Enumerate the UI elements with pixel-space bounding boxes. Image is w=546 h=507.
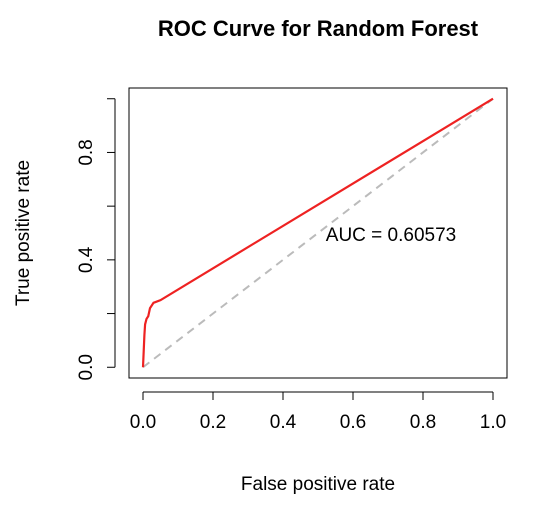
y-tick-label: 0.0 bbox=[76, 354, 97, 380]
x-tick-label: 1.0 bbox=[480, 412, 506, 433]
roc-line bbox=[141, 97, 494, 368]
x-tick-label: 0.0 bbox=[130, 412, 156, 433]
reference-line bbox=[142, 97, 494, 369]
y-tick-label: 0.8 bbox=[76, 139, 97, 165]
x-tick-label: 0.8 bbox=[410, 412, 436, 433]
y-axis-label: True positive rate bbox=[13, 160, 34, 306]
x-axis-label: False positive rate bbox=[241, 474, 395, 495]
x-tick-label: 0.4 bbox=[270, 412, 297, 433]
x-tick-label: 0.6 bbox=[340, 412, 366, 433]
plot-box bbox=[128, 87, 508, 379]
chart-title: ROC Curve for Random Forest bbox=[158, 16, 479, 41]
annotation: AUC = 0.60573 bbox=[326, 225, 456, 246]
x-tick-label: 0.2 bbox=[200, 412, 226, 433]
y-tick-label: 0.4 bbox=[76, 246, 97, 273]
